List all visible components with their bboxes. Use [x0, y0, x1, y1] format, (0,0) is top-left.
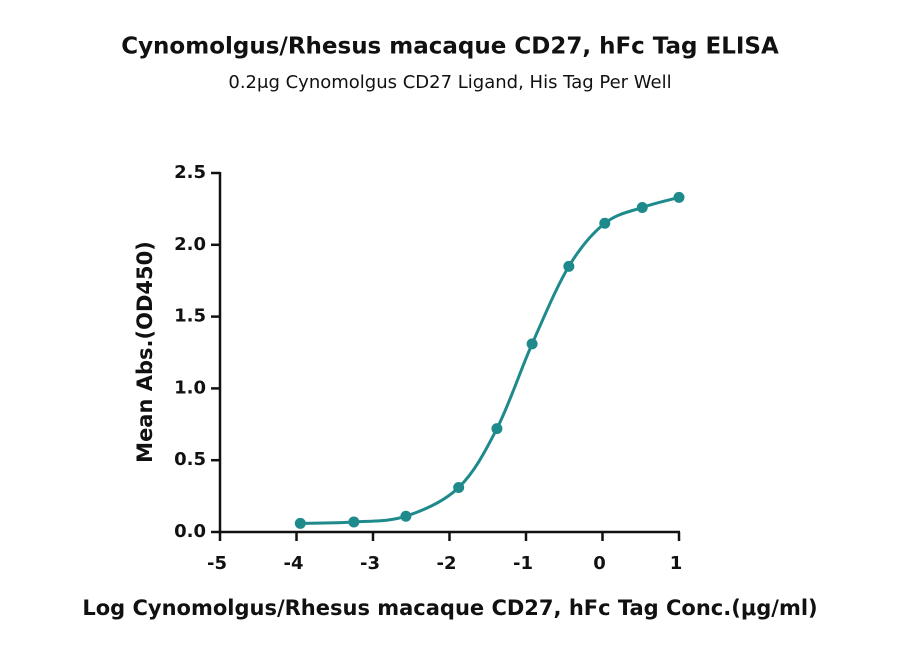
x-tick-label: -3 — [360, 553, 380, 574]
data-point — [400, 510, 412, 522]
y-axis-label: Mean Abs.(OD450) — [133, 241, 157, 463]
data-point — [636, 201, 648, 213]
y-tick-label: 1.5 — [174, 306, 206, 327]
y-tick-label: 1.0 — [174, 377, 206, 398]
y-tick-label: 2.5 — [174, 162, 206, 183]
y-tick-label: 0.5 — [174, 449, 206, 470]
data-point — [526, 338, 538, 350]
chart-subtitle: 0.2μg Cynomolgus CD27 Ligand, His Tag Pe… — [228, 72, 671, 93]
data-point — [599, 217, 611, 229]
x-tick-label: 1 — [670, 553, 683, 574]
x-tick-label: -1 — [513, 553, 533, 574]
fit-curve — [300, 195, 680, 525]
data-point — [673, 191, 685, 203]
data-point — [453, 481, 465, 493]
data-point — [348, 516, 360, 528]
x-axis-label: Log Cynomolgus/Rhesus macaque CD27, hFc … — [82, 596, 817, 620]
x-tick-label: -2 — [437, 553, 457, 574]
y-tick-label: 0.0 — [174, 521, 206, 542]
data-point — [491, 423, 503, 435]
x-tick-label: -5 — [207, 553, 227, 574]
x-tick-label: 0 — [593, 553, 606, 574]
x-tick-label: -4 — [284, 553, 304, 574]
data-point — [563, 260, 575, 272]
data-point — [294, 517, 306, 529]
chart-title: Cynomolgus/Rhesus macaque CD27, hFc Tag … — [121, 34, 779, 60]
y-tick-label: 2.0 — [174, 234, 206, 255]
